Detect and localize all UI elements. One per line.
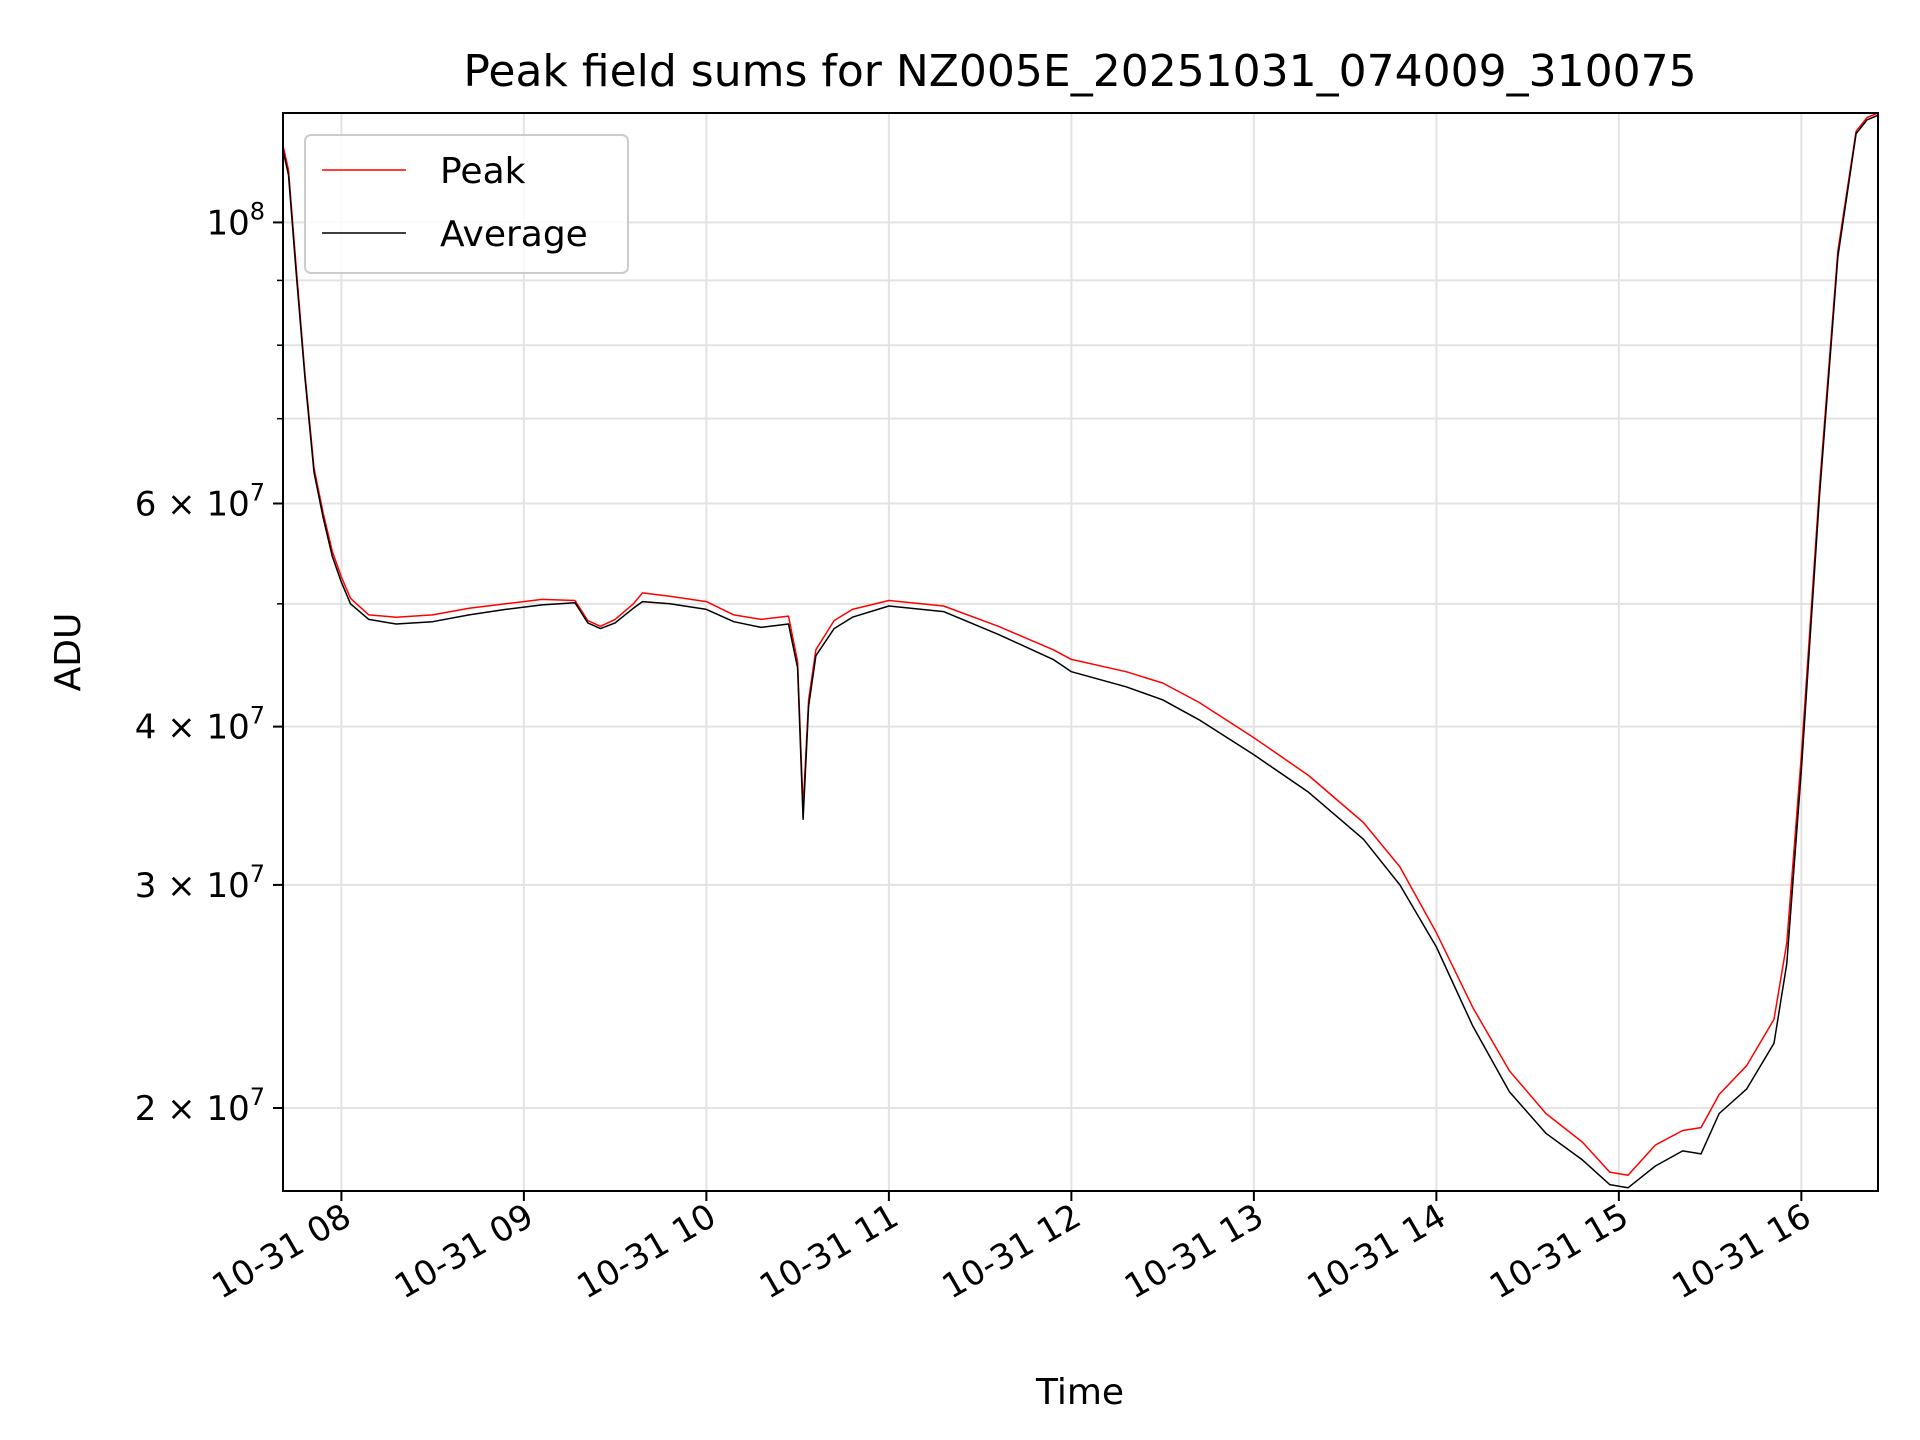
chart-title: Peak field sums for NZ005E_20251031_0740…	[463, 46, 1696, 97]
y-tick-label: 2 × 107	[135, 1083, 265, 1129]
legend-label-average: Average	[440, 214, 588, 255]
series-layer	[282, 112, 1879, 1189]
y-tick-label: 4 × 107	[135, 702, 265, 748]
grid	[283, 113, 1878, 1191]
y-axis-label: ADU	[48, 613, 89, 692]
plot-frame	[282, 112, 1879, 1192]
y-axis: 2 × 107 3 × 107 4 × 107 6 × 107 108	[135, 197, 283, 1129]
y-tick-label: 6 × 107	[135, 478, 265, 524]
series-line-average	[282, 114, 1879, 1189]
legend-label-peak: Peak	[440, 151, 526, 192]
x-axis-label: Time	[1035, 1372, 1124, 1413]
legend: Peak Average	[304, 134, 629, 274]
y-tick-label: 3 × 107	[135, 860, 265, 906]
series-line-peak	[282, 112, 1879, 1176]
y-tick-label: 108	[206, 197, 265, 243]
